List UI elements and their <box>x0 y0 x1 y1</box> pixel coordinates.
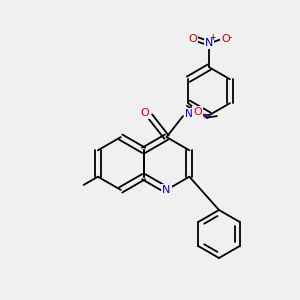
Text: N: N <box>205 38 213 48</box>
Text: -: - <box>229 32 232 42</box>
Text: O: O <box>140 108 149 118</box>
Text: NH: NH <box>185 109 200 119</box>
Text: O: O <box>221 34 230 44</box>
Text: N: N <box>162 185 171 195</box>
Text: O: O <box>188 34 197 44</box>
Text: +: + <box>209 33 215 42</box>
Text: O: O <box>193 107 202 117</box>
